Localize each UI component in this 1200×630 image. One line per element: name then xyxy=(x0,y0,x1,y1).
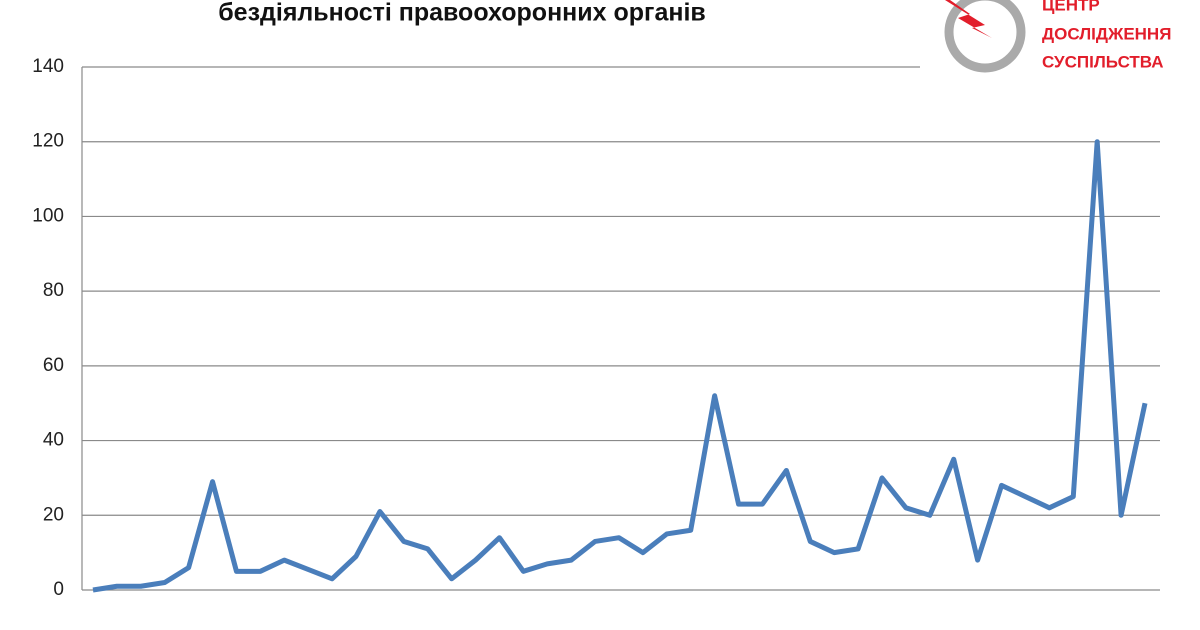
logo-ring xyxy=(944,0,1026,73)
logo-bolt xyxy=(945,0,992,38)
logo: ЦЕНТР ДОСЛІДЖЕННЯ СУСПІЛЬСТВА xyxy=(920,0,1171,95)
logo-background xyxy=(920,0,1170,95)
data-line xyxy=(92,139,1148,593)
logo-text: ЦЕНТР xyxy=(1042,0,1100,14)
y-tick-label: 100 xyxy=(32,205,64,226)
chart-title: бездіяльності правоохоронних органів xyxy=(218,0,706,27)
y-tick-label: 60 xyxy=(43,355,64,376)
y-tick-label: 0 xyxy=(53,579,64,600)
y-tick-label: 20 xyxy=(43,504,64,525)
y-tick-label: 120 xyxy=(32,131,64,152)
logo-text: ДОСЛІДЖЕННЯ xyxy=(1042,24,1171,43)
logo-text: СУСПІЛЬСТВА xyxy=(1042,52,1164,71)
y-tick-label: 40 xyxy=(43,430,64,451)
y-tick-label: 140 xyxy=(32,56,64,77)
y-tick-label: 80 xyxy=(43,280,64,301)
